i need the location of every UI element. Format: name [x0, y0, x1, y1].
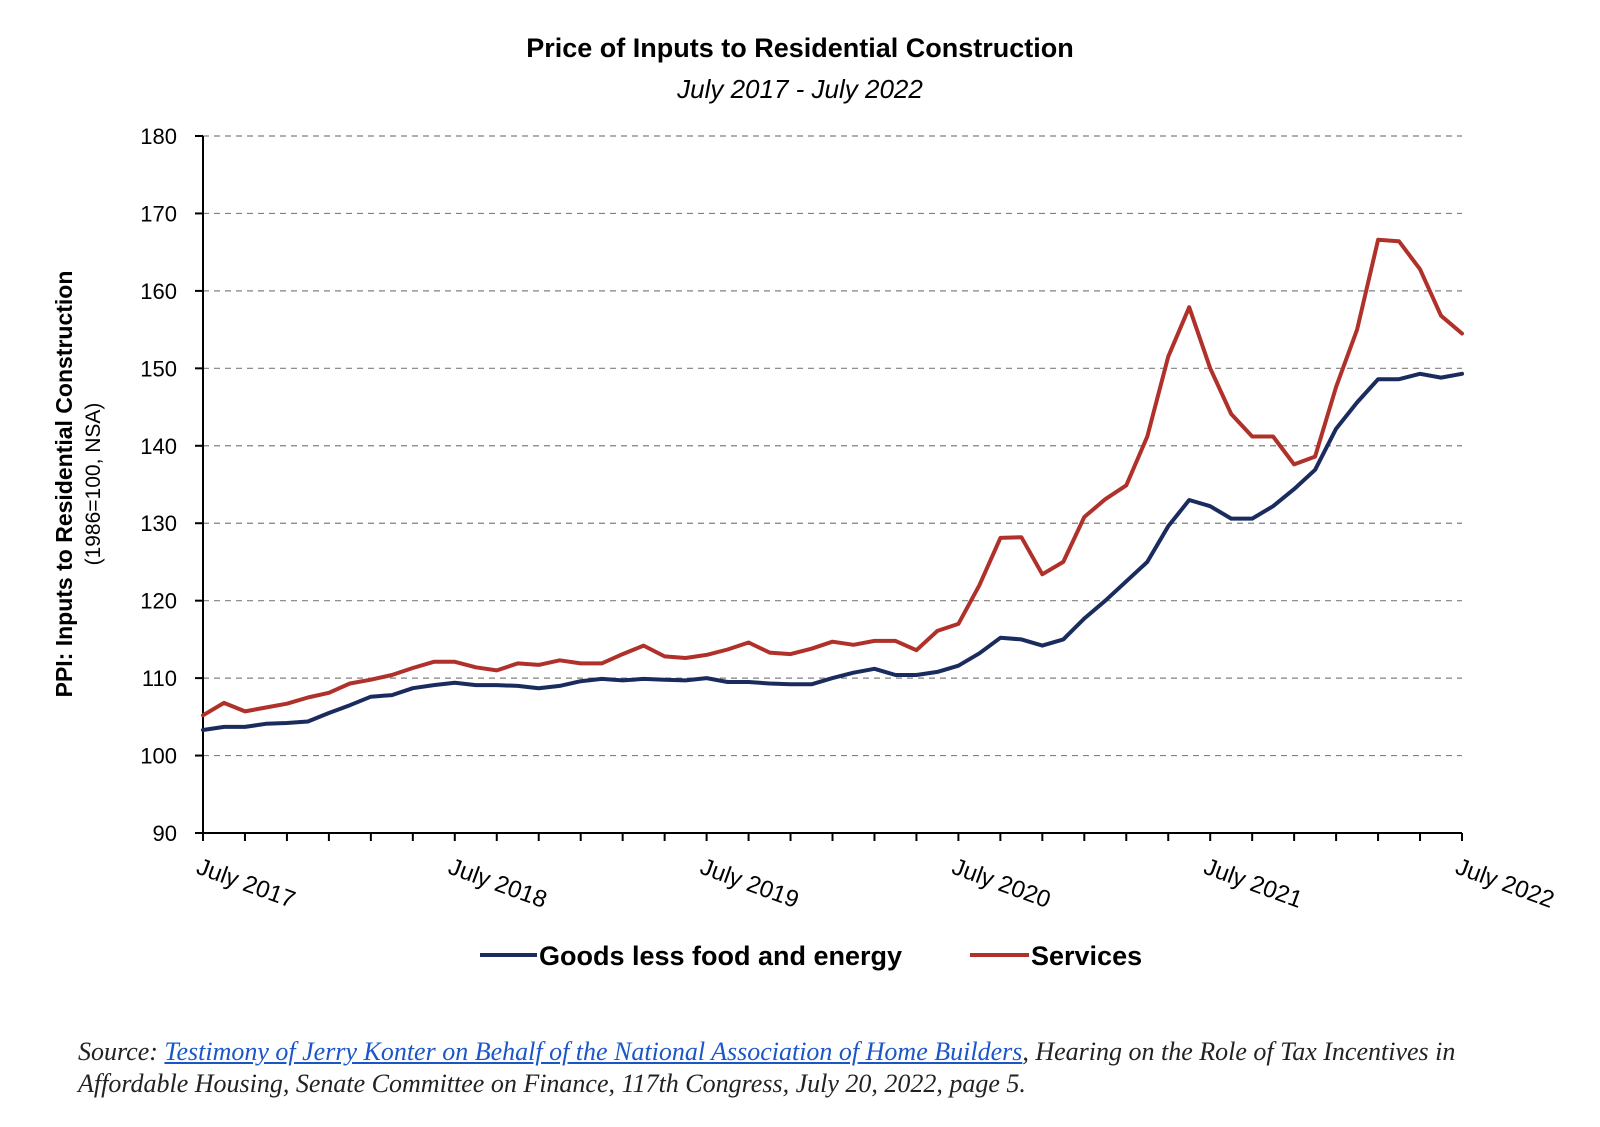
legend-label-services: Services [1031, 941, 1142, 971]
y-tick-label: 180 [140, 124, 177, 149]
series-lines [201, 237, 1464, 732]
x-tick-label: July 2019 [697, 853, 803, 914]
y-axis-subtitle: (1986=100, NSA) [82, 403, 105, 566]
y-axis-ticks: 90 100 110 120 130 140 150 160 170 180 [140, 124, 203, 846]
series-line-goods [201, 371, 1464, 732]
x-tick-label: July 2021 [1200, 853, 1306, 914]
y-tick-label: 170 [140, 201, 177, 226]
legend-label-goods: Goods less food and energy [539, 941, 902, 971]
source-suffix: , Hearing on the Role of Tax Incentives … [78, 1037, 1456, 1098]
source-prefix: Source: [78, 1037, 165, 1066]
x-axis-ticks: July 2017 July 2018 July 2019 July 2020 July… [193, 833, 1558, 914]
y-tick-label: 150 [140, 356, 177, 381]
source-link[interactable]: Testimony of Jerry Konter on Behalf of t… [164, 1037, 1023, 1066]
y-tick-label: 90 [153, 821, 177, 846]
gridlines [203, 135, 1462, 757]
y-tick-label: 120 [140, 589, 177, 614]
series-line-services [201, 237, 1464, 718]
chart-subtitle: July 2017 - July 2022 [676, 74, 923, 104]
x-tick-label: July 2017 [193, 853, 299, 914]
source-note: Source: Testimony of Jerry Konter on Beh… [78, 1036, 1558, 1100]
y-tick-label: 110 [142, 666, 177, 691]
y-axis-title: PPI: Inputs to Residential Construction [51, 271, 77, 698]
y-tick-label: 130 [140, 511, 177, 536]
y-tick-label: 140 [140, 434, 177, 459]
x-tick-label: July 2022 [1452, 853, 1558, 914]
y-tick-label: 100 [140, 744, 177, 769]
legend: Goods less food and energy Services [480, 941, 1142, 971]
y-tick-label: 160 [140, 279, 177, 304]
x-tick-label: July 2020 [948, 853, 1054, 914]
x-tick-label: July 2018 [445, 853, 551, 914]
chart: Price of Inputs to Residential Construct… [51, 33, 1558, 971]
chart-title: Price of Inputs to Residential Construct… [526, 33, 1074, 63]
